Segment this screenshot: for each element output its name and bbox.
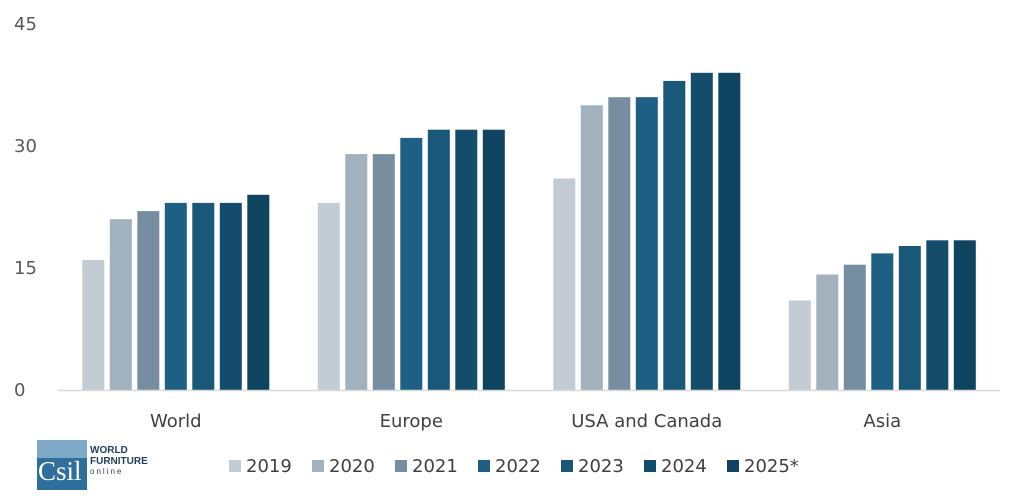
csil-world-furniture-online-logo: Csil WORLD FURNITURE online bbox=[37, 440, 149, 490]
legend-label: 2025* bbox=[744, 456, 799, 477]
bar-asia-2022 bbox=[871, 253, 894, 390]
bar-world-2019 bbox=[82, 259, 105, 390]
x-category-label: Europe bbox=[380, 411, 443, 432]
bar-asia-2021 bbox=[843, 264, 866, 390]
legend-swatch bbox=[395, 460, 407, 472]
csil-logo-text: Csil bbox=[38, 456, 82, 486]
bar-usa-and-canada-2023 bbox=[663, 80, 686, 391]
bar-usa-and-canada-2025-est bbox=[718, 72, 741, 391]
legend-label: 2019 bbox=[246, 456, 292, 477]
bar-europe-2021 bbox=[372, 154, 395, 390]
legend-swatch bbox=[312, 460, 324, 472]
y-tick-label: 15 bbox=[14, 258, 37, 279]
legend-label: 2023 bbox=[578, 456, 624, 477]
bar-asia-2020 bbox=[816, 274, 839, 390]
legend-swatch bbox=[727, 460, 739, 472]
bar-asia-2025-est bbox=[953, 240, 976, 390]
bar-usa-and-canada-2020 bbox=[580, 105, 603, 391]
legend-label: 2020 bbox=[329, 456, 375, 477]
bar-europe-2023 bbox=[427, 129, 450, 390]
legend-label: 2024 bbox=[661, 456, 707, 477]
bar-asia-2023 bbox=[898, 246, 921, 390]
bar-europe-2024 bbox=[455, 129, 478, 390]
legend-swatch bbox=[229, 460, 241, 472]
world-furniture-online-wordmark: WORLD FURNITURE online bbox=[90, 445, 150, 477]
csil-logo-mark: Csil bbox=[37, 440, 87, 490]
bar-europe-2019 bbox=[317, 202, 340, 390]
legend-label: 2021 bbox=[412, 456, 458, 477]
bar-asia-2019 bbox=[788, 300, 811, 390]
x-category-label: USA and Canada bbox=[571, 411, 722, 432]
y-tick-label: 45 bbox=[14, 14, 37, 35]
x-category-label: World bbox=[150, 411, 202, 432]
logo-line-furniture: FURNITURE bbox=[90, 456, 148, 467]
x-category-label: Asia bbox=[863, 411, 901, 432]
bar-usa-and-canada-2021 bbox=[608, 97, 631, 390]
y-tick-label: 30 bbox=[14, 136, 37, 157]
bar-world-2020 bbox=[109, 219, 132, 390]
bar-europe-2022 bbox=[400, 137, 423, 390]
bar-world-2024 bbox=[219, 202, 242, 390]
legend-swatch bbox=[644, 460, 656, 472]
bar-usa-and-canada-2022 bbox=[635, 97, 658, 390]
logo-line-world: WORLD bbox=[90, 445, 128, 456]
bar-world-2023 bbox=[192, 202, 215, 390]
legend-swatch bbox=[561, 460, 573, 472]
y-tick-label: 0 bbox=[14, 380, 25, 401]
legend-swatch bbox=[478, 460, 490, 472]
bar-europe-2025-est bbox=[482, 129, 505, 390]
bar-usa-and-canada-2019 bbox=[553, 178, 576, 390]
bar-world-2022 bbox=[164, 202, 187, 390]
bar-world-2021 bbox=[137, 211, 160, 390]
logo-line-online: online bbox=[90, 467, 124, 476]
bar-asia-2024 bbox=[926, 240, 949, 390]
legend-label: 2022 bbox=[495, 456, 541, 477]
bar-europe-2020 bbox=[345, 154, 368, 390]
bar-world-2025-est bbox=[247, 194, 270, 390]
bar-usa-and-canada-2024 bbox=[690, 72, 713, 391]
